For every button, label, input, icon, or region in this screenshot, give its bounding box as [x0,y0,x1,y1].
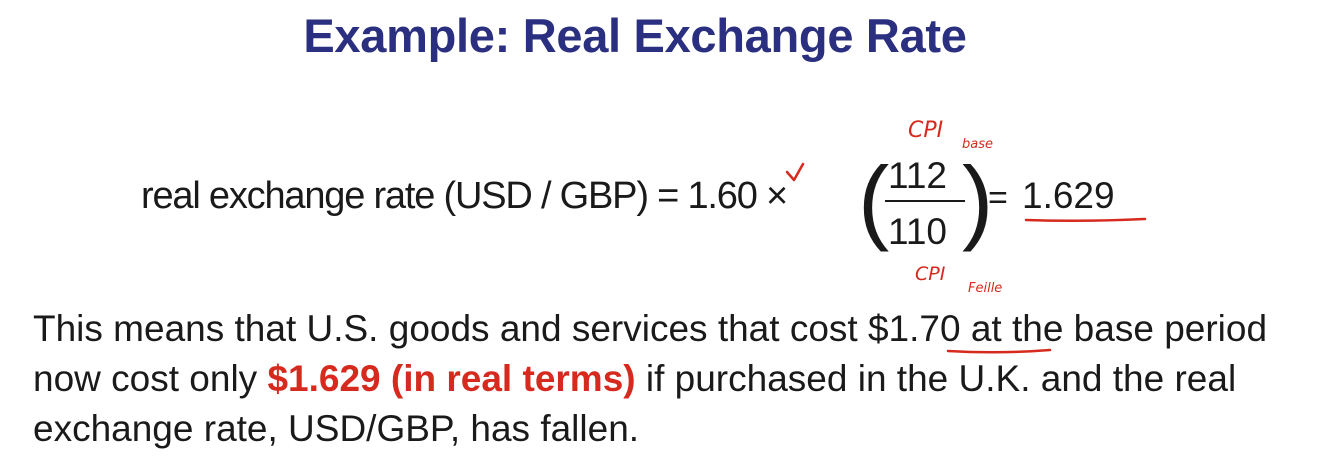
result-underline [1024,217,1147,223]
right-parenthesis: ) [962,147,994,252]
equals-sign: = [988,179,1008,217]
fraction-numerator: 112 [888,155,947,196]
paragraph-text-end: if purchased in the U.K. and the real ex… [33,358,1237,449]
formula-result: 1.629 [1022,175,1115,216]
left-parenthesis: ( [858,147,890,252]
fraction-bar [885,200,965,202]
explanation-paragraph: This means that U.S. goods and services … [33,304,1303,454]
paragraph-text-start: This means that U.S. goods and services … [33,308,1268,399]
cpi-bottom-subscript: Feille [968,281,1002,296]
cpi-bottom-note: CPI [915,263,946,285]
fraction-denominator: 110 [888,211,947,252]
cpi-top-note: CPI [908,118,943,143]
checkmark-icon [785,162,805,182]
slide-title: Example: Real Exchange Rate [303,9,967,62]
formula-label: real exchange rate (USD / GBP) = 1.60 × [141,175,788,217]
highlighted-real-price: $1.629 (in real terms) [267,358,636,399]
